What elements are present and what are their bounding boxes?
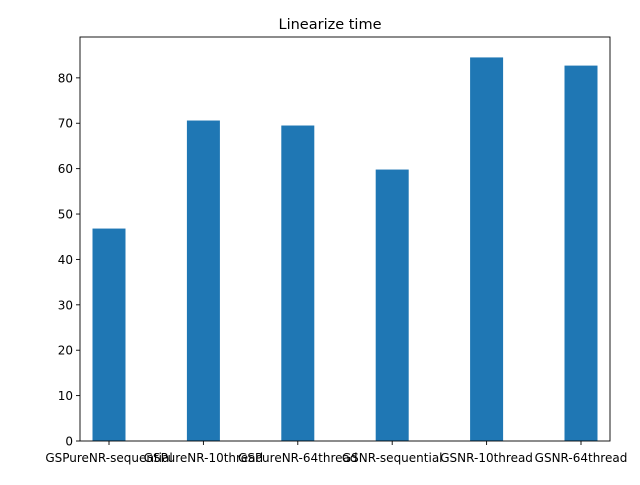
y-tick-label: 40 [58,253,73,267]
bar [281,125,315,442]
y-tick-label: 60 [58,162,73,176]
y-axis: 0 10 20 30 40 50 60 70 80 [58,71,80,449]
x-tick-label: GSNR-64thread [535,451,628,465]
bar [186,120,220,442]
bar [375,169,409,441]
x-tick-label: GSNR-10thread [440,451,533,465]
plot-frame [79,36,611,442]
y-tick-label: 70 [58,117,73,131]
bars-group [92,57,598,442]
bar [92,228,126,441]
y-tick-label: 0 [65,435,73,449]
y-tick-label: 50 [58,208,73,222]
y-tick-label: 80 [58,71,73,85]
x-tick-label: GSPureNR-10thread [144,451,263,465]
x-tick-label: GSNR-sequential [342,451,443,465]
y-tick-label: 10 [58,389,73,403]
bar [564,65,598,442]
y-tick-label: 20 [58,344,73,358]
x-axis: GSPureNR-sequentialGSPureNR-10threadGSPu… [45,441,627,465]
x-tick-label: GSPureNR-sequential [45,451,172,465]
y-tick-label: 30 [58,298,73,312]
x-tick-label: GSPureNR-64thread [238,451,357,465]
bar [470,57,504,441]
chart-title: Linearize time [279,17,382,33]
